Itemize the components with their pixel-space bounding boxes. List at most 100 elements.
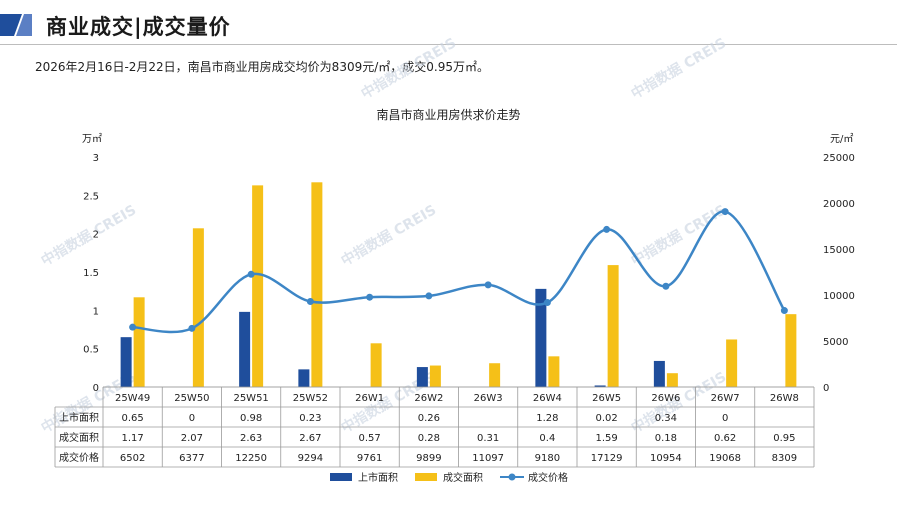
right-axis-unit: 元/㎡ <box>830 134 854 145</box>
x-tick-label: 25W49 <box>115 393 150 404</box>
x-tick-label: 25W50 <box>174 393 209 404</box>
bar-成交面积 <box>666 373 678 387</box>
x-tick-label: 26W1 <box>355 393 384 404</box>
header-accent-shape <box>0 14 32 36</box>
bar-成交面积 <box>133 297 145 387</box>
table-cell: 0.95 <box>773 433 795 444</box>
x-tick-label: 26W7 <box>711 393 740 404</box>
price-point <box>484 281 492 289</box>
price-point <box>188 324 196 332</box>
bar-成交面积 <box>311 182 323 387</box>
x-tick-label: 26W5 <box>592 393 621 404</box>
table-cell: 9180 <box>535 453 560 464</box>
table-row-header: 成交价格 <box>59 451 99 464</box>
x-tick-label: 25W51 <box>233 393 268 404</box>
table-cell: 10954 <box>650 453 682 464</box>
bar-上市面积 <box>239 311 251 387</box>
price-point <box>543 299 551 307</box>
legend-swatch <box>415 473 437 481</box>
table-cell: 0 <box>722 413 728 424</box>
y-tick-right: 25000 <box>823 153 855 164</box>
y-tick-left: 0 <box>93 383 99 394</box>
bar-成交面积 <box>192 228 204 387</box>
y-tick-right: 10000 <box>823 291 855 302</box>
bar-成交面积 <box>726 339 738 387</box>
price-line <box>132 210 786 334</box>
y-tick-left: 0.5 <box>83 345 99 356</box>
bar-成交面积 <box>785 314 797 387</box>
table-cell: 1.59 <box>595 433 617 444</box>
legend-label: 上市面积 <box>358 471 398 484</box>
bar-上市面积 <box>120 337 132 387</box>
x-tick-label: 26W8 <box>770 393 799 404</box>
x-tick-label: 25W52 <box>293 393 328 404</box>
price-point <box>247 270 255 278</box>
table-cell: 1.28 <box>536 413 558 424</box>
y-tick-right: 15000 <box>823 245 855 256</box>
y-tick-left: 1 <box>93 306 99 317</box>
table-cell: 0.18 <box>655 433 677 444</box>
table-cell: 6377 <box>179 453 204 464</box>
y-tick-left: 1.5 <box>83 268 99 279</box>
x-tick-label: 26W2 <box>414 393 443 404</box>
bar-成交面积 <box>370 343 382 387</box>
table-row-header: 成交面积 <box>59 431 99 444</box>
price-point <box>603 225 611 233</box>
y-tick-right: 20000 <box>823 199 855 210</box>
y-tick-left: 2 <box>93 230 99 241</box>
page-title: 商业成交|成交量价 <box>46 15 231 39</box>
bar-上市面积 <box>653 360 665 387</box>
price-point <box>129 323 137 331</box>
legend-label: 成交价格 <box>528 471 568 484</box>
bar-成交面积 <box>489 363 501 387</box>
table-cell: 9294 <box>298 453 323 464</box>
table-cell: 8309 <box>772 453 797 464</box>
left-axis-unit: 万㎡ <box>82 134 102 145</box>
price-point <box>721 208 729 216</box>
table-cell: 0.34 <box>655 413 677 424</box>
price-point <box>425 292 433 300</box>
table-cell: 0 <box>189 413 195 424</box>
table-cell: 19068 <box>709 453 741 464</box>
bar-成交面积 <box>252 185 264 387</box>
table-cell: 0.23 <box>299 413 321 424</box>
table-cell: 6502 <box>120 453 145 464</box>
bar-上市面积 <box>594 385 606 387</box>
x-tick-label: 26W6 <box>651 393 680 404</box>
table-cell: 0.28 <box>418 433 440 444</box>
x-tick-label: 26W4 <box>533 393 562 404</box>
table-cell: 9899 <box>416 453 441 464</box>
price-point <box>306 297 314 305</box>
table-cell: 11097 <box>472 453 504 464</box>
y-tick-left: 2.5 <box>83 191 99 202</box>
table-cell: 0.4 <box>539 433 555 444</box>
table-row-header: 上市面积 <box>59 411 99 424</box>
bar-成交面积 <box>429 365 441 387</box>
bar-上市面积 <box>535 288 547 387</box>
table-cell: 17129 <box>591 453 623 464</box>
legend-swatch <box>330 473 352 481</box>
price-point <box>780 307 788 315</box>
price-point <box>662 282 670 290</box>
table-cell: 9761 <box>357 453 382 464</box>
table-cell: 0.26 <box>418 413 440 424</box>
table-cell: 2.07 <box>181 433 203 444</box>
table-cell: 2.67 <box>299 433 321 444</box>
table-cell: 0.57 <box>358 433 380 444</box>
legend-label: 成交面积 <box>443 471 483 484</box>
header-divider <box>0 44 897 45</box>
bar-上市面积 <box>298 369 310 387</box>
y-tick-left: 3 <box>93 153 99 164</box>
table-cell: 12250 <box>235 453 267 464</box>
y-tick-right: 0 <box>823 383 829 394</box>
price-point <box>366 293 374 301</box>
chart-title: 南昌市商业用房供求价走势 <box>376 108 521 122</box>
table-cell: 0.31 <box>477 433 499 444</box>
table-cell: 0.98 <box>240 413 262 424</box>
table-cell: 0.62 <box>714 433 736 444</box>
table-cell: 0.02 <box>595 413 617 424</box>
table-cell: 2.63 <box>240 433 262 444</box>
x-tick-label: 26W3 <box>474 393 503 404</box>
table-cell: 1.17 <box>121 433 143 444</box>
